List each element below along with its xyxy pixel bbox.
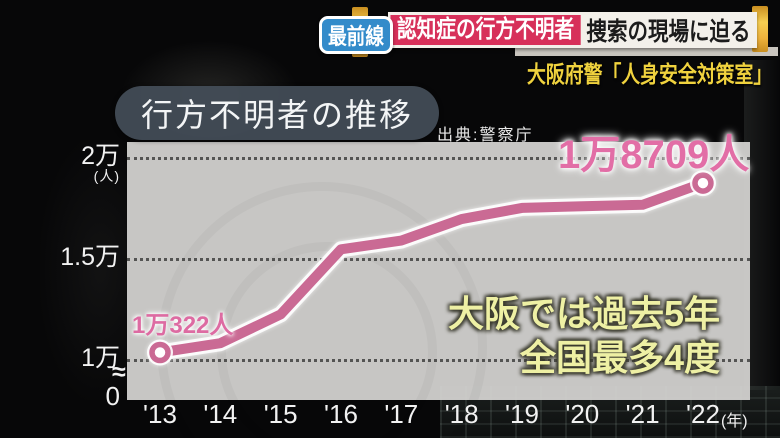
y-tick-label: 2万 (人) — [28, 143, 120, 184]
y-axis-unit: (人) — [93, 168, 120, 184]
headline-strip-content: 認知症の行方不明者 捜索の現場に迫る — [388, 12, 750, 48]
headline-text: 捜索の現場に迫る — [586, 18, 751, 46]
gridline-10000 — [127, 359, 750, 362]
chart-title: 行方不明者の推移 — [141, 97, 414, 133]
program-badge-label: 最前線 — [327, 24, 385, 49]
x-tick-label: '14 — [203, 399, 238, 429]
gridline-15000 — [127, 258, 750, 261]
chart-panel: 1万322人 大阪では過去5年 全国最多4度 — [127, 142, 750, 400]
annotation-line-1: 大阪では過去5年 — [447, 293, 720, 334]
headline-strip: 認知症の行方不明者 捜索の現場に迫る — [388, 12, 757, 48]
headline-strip-shadow — [515, 47, 778, 56]
x-tick-label: '20 — [565, 399, 600, 429]
x-tick-label: '16 — [324, 399, 358, 429]
x-tick-label: '17 — [384, 399, 419, 429]
building-edge-backdrop — [744, 60, 780, 390]
y-axis-zero-label: 0 — [105, 381, 120, 411]
subheadline: 大阪府警「人身安全対策室」 — [527, 55, 780, 87]
y-axis: 2万 (人) 1.5万 1万 — [28, 0, 120, 438]
chart-source: 出典:警察庁 — [437, 127, 534, 144]
annotation: 大阪では過去5年 全国最多4度 — [448, 292, 720, 380]
axis-break-symbol: ≈ — [112, 358, 126, 386]
line-chart — [147, 170, 716, 366]
subheadline-text: 大阪府警「人身安全対策室」 — [527, 61, 773, 87]
x-tick-label: '13 — [143, 399, 177, 429]
topic-badge: 認知症の行方不明者 — [390, 15, 581, 45]
x-tick-label: '18 — [444, 399, 479, 429]
x-axis: '13 '14 '15 '16 '17 '18 '19 '20 '21 '22 (年) — [127, 399, 750, 433]
last-point-label: 1万8709人 — [558, 133, 750, 177]
x-tick-label: '22 — [686, 399, 720, 429]
program-badge: 最前線 — [319, 16, 393, 54]
first-point-label: 1万322人 — [132, 312, 234, 339]
x-axis-unit: (年) — [720, 413, 748, 430]
chart-title-badge: 行方不明者の推移 — [115, 86, 440, 140]
annotation-line-2: 全国最多4度 — [519, 336, 720, 378]
x-tick-label: '19 — [505, 399, 539, 429]
x-tick-label: '21 — [625, 399, 660, 429]
gridline-20000 — [127, 157, 750, 160]
y-tick-label: 1.5万 — [60, 243, 120, 271]
y-tick-label: 1万 — [81, 344, 120, 372]
x-tick-label: '15 — [263, 399, 298, 429]
